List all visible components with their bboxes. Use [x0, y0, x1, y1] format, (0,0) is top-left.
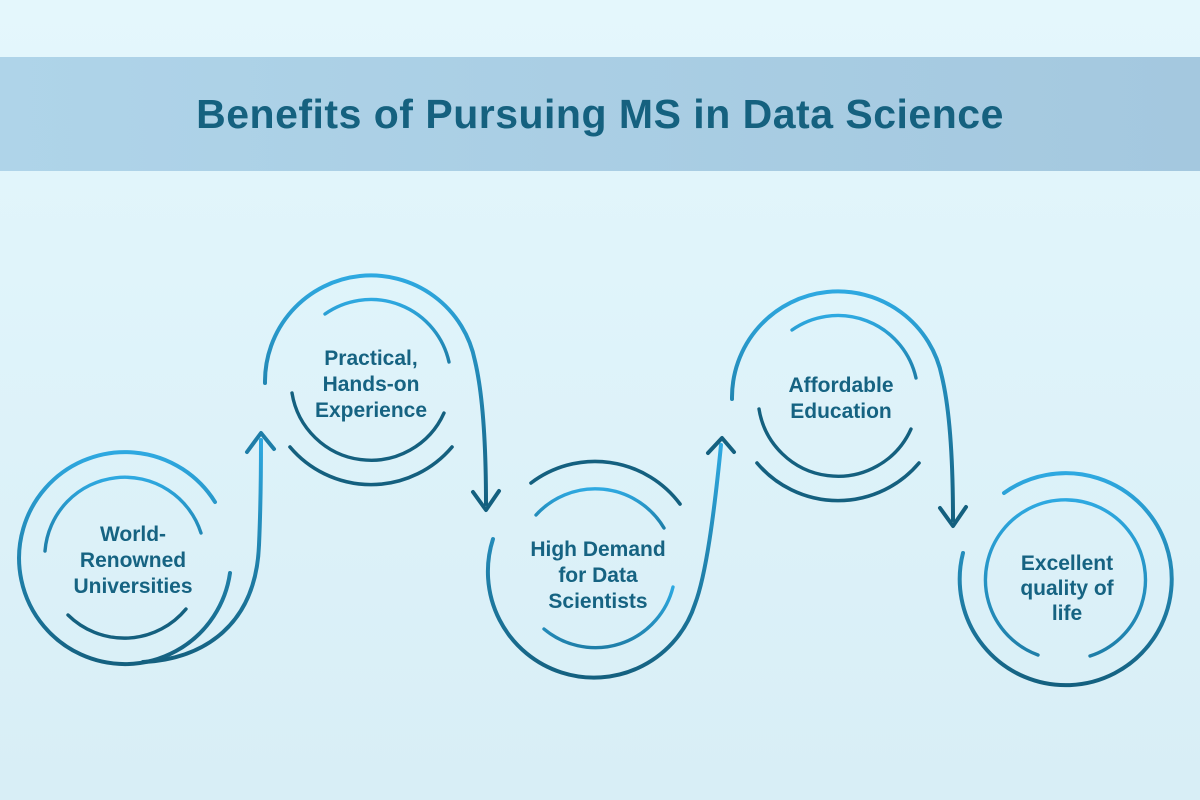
node-3-outer-ring-and-connector-to-4: [485, 443, 723, 680]
node-5-outer-ring: [957, 471, 1174, 688]
node-4-outer-arc-bottom: [755, 461, 921, 503]
node-4-label-line-2: Education: [790, 400, 892, 423]
node-high-demand-for-data-scientists: High Demand for Data Scientists: [485, 436, 736, 680]
title-band: Benefits of Pursuing MS in Data Science: [0, 57, 1200, 171]
node-2-outer-arc-bottom: [288, 445, 454, 487]
connector-4-to-5-arrowhead-icon: [938, 505, 968, 528]
node-5-label-line-1: Excellent: [1021, 552, 1113, 575]
node-1-outer-ring: [17, 450, 232, 667]
node-excellent-quality-of-life: Excellent quality of life: [957, 471, 1174, 688]
node-3-inner-arc-top: [534, 487, 666, 530]
node-4-inner-arc-top: [790, 313, 918, 380]
node-3-label-line-1: High Demand: [530, 538, 665, 561]
page-title: Benefits of Pursuing MS in Data Science: [196, 90, 1004, 137]
node-3-label-line-3: Scientists: [548, 590, 647, 613]
node-1-inner-arc-top: [43, 475, 203, 553]
node-1-label-line-3: Universities: [73, 575, 192, 598]
node-1-label-line-2: Renowned: [80, 549, 186, 572]
node-4-inner-arc-bottom: [757, 407, 913, 478]
node-2-inner-arc-top: [323, 297, 451, 364]
connector-1-to-2: [141, 431, 276, 664]
node-3-inner-arc-bottom: [542, 585, 675, 650]
node-5-inner-ring: [983, 498, 1148, 658]
node-1-label-line-1: World-: [100, 523, 166, 546]
node-5-label-line-2: quality of: [1020, 577, 1114, 600]
node-practical-hands-on-experience: Practical, Hands-on Experience: [262, 273, 501, 512]
connector-1-to-2-arrowhead-icon: [245, 431, 276, 454]
node-world-renowned-universities: World- Renowned Universities: [17, 450, 232, 667]
connector-2-to-3-arrowhead-icon: [471, 489, 501, 512]
node-affordable-education: Affordable Education: [729, 289, 968, 528]
connector-3-to-4-arrowhead-icon: [706, 436, 736, 455]
node-2-inner-arc-bottom: [290, 391, 446, 462]
node-1-inner-arc-bottom: [66, 607, 188, 640]
node-4-label-line-1: Affordable: [789, 374, 894, 397]
node-2-label-line-3: Experience: [315, 399, 427, 422]
node-2-outer-ring-and-connector-to-3: [262, 273, 488, 506]
node-2-label-line-2: Hands-on: [323, 373, 420, 396]
node-4-outer-ring-and-connector-to-5: [729, 289, 955, 522]
node-3-label-line-2: for Data: [558, 564, 638, 587]
node-5-label-line-3: life: [1052, 602, 1082, 625]
connector-1-to-2-shaft: [141, 438, 263, 664]
node-3-outer-arc-top: [529, 459, 682, 506]
node-2-label-line-1: Practical,: [324, 347, 417, 370]
